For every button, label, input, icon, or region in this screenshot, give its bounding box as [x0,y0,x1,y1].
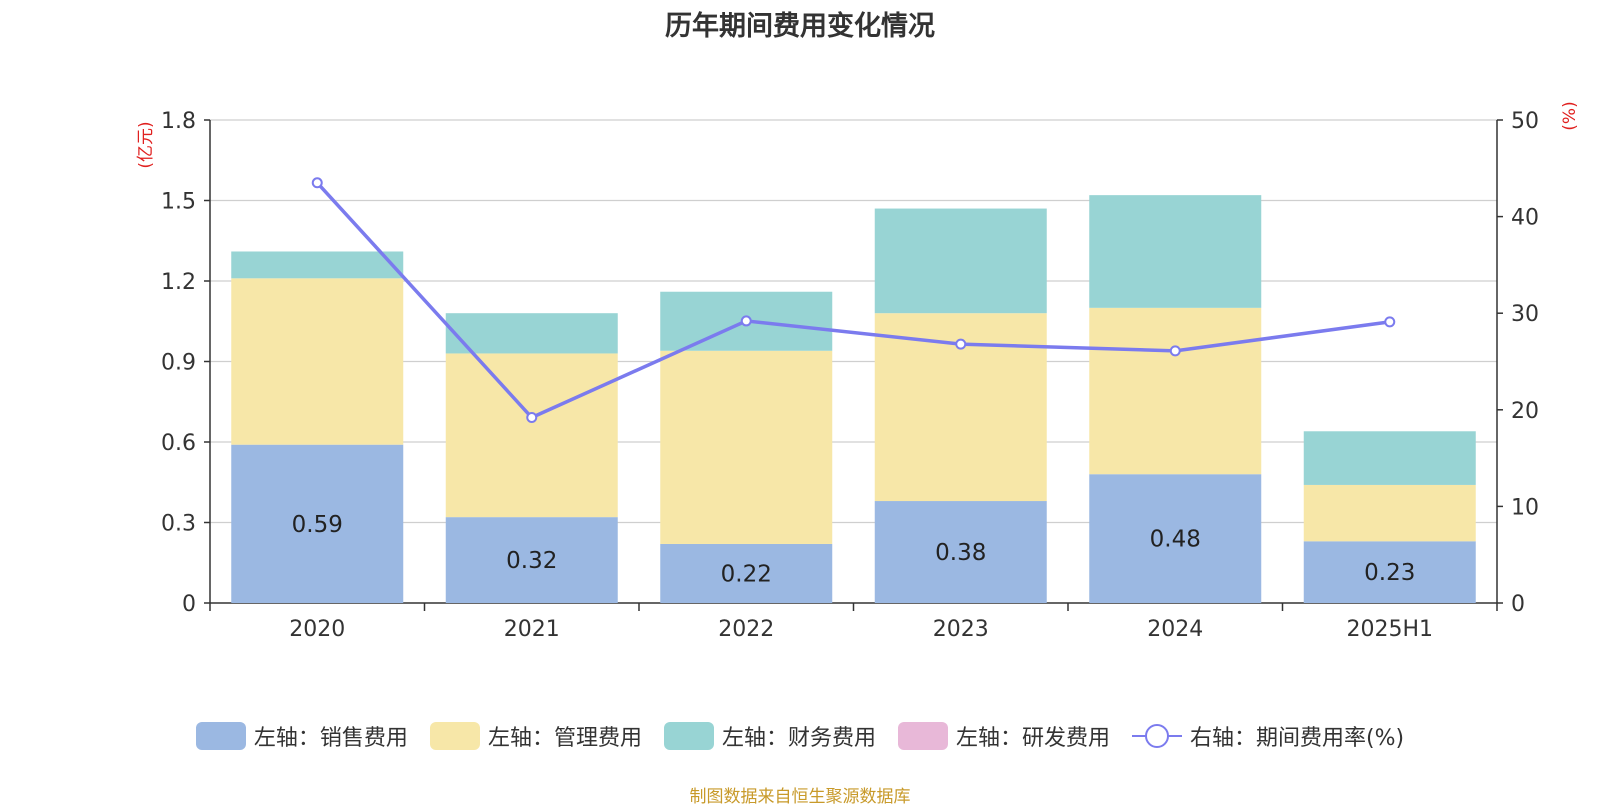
left-axis-tick-label: 0.6 [161,431,196,456]
rate-point [1384,316,1396,328]
x-axis-tick-label: 2021 [504,617,560,642]
left-axis-tick-label: 0.9 [161,351,196,376]
data-label: 0.48 [1150,527,1201,553]
legend-swatch [663,722,714,750]
left-axis-tick-label: 1.5 [161,190,196,215]
legend-line-marker [1131,722,1182,750]
legend-item[interactable]: 右轴：期间费用率(%) [1131,720,1405,752]
left-axis-tick-label: 1.2 [161,270,196,295]
data-label: 0.38 [935,540,986,566]
legend-swatch [897,722,948,750]
chart-area: 0 0.3 0.6 0.9 1.2 1.5 1.8 0 10 20 30 40 50 (亿元) (%) 202… [136,101,1580,642]
rate-point [955,338,967,350]
x-axis-tick-label: 2022 [718,617,774,642]
data-label: 0.23 [1364,560,1415,586]
legend: 左轴：销售费用 左轴：管理费用 左轴：财务费用 左轴：研发费用 右轴：期间费用率(%) [0,720,1600,752]
x-axis-tick-label: 2023 [933,617,989,642]
left-axis-tick-label: 0 [182,592,196,617]
chart-title: 历年期间费用变化情况 [665,11,935,42]
bar-2025H1-series-1 [1303,484,1476,542]
bar-2020-series-2 [231,251,404,279]
bar-2020-series-1 [231,278,404,445]
right-axis-tick-label: 20 [1511,399,1539,424]
left-axis-tick-label: 0.3 [161,512,196,537]
legend-label: 左轴：销售费用 [253,726,408,751]
bar-2024-series-1 [1089,307,1262,475]
data-label: 0.32 [506,548,557,574]
left-axis-tick-label: 1.8 [161,109,196,134]
rate-line [315,181,1390,420]
bar-2024-series-0 [1089,474,1262,603]
bar-2025H1-series-0 [1303,541,1476,603]
legend-label: 左轴：财务费用 [721,726,876,751]
right-axis-tick-label: 10 [1511,495,1539,520]
bar-2021-series-0 [445,517,618,603]
legend-item[interactable]: 左轴：管理费用 [429,720,642,752]
legend-item[interactable]: 左轴：财务费用 [663,720,876,752]
legend-item[interactable]: 左轴：研发费用 [897,720,1110,752]
right-axis-tick-label: 40 [1511,206,1539,231]
bar-2022-series-1 [660,350,833,544]
legend-label: 右轴：期间费用率(%) [1189,726,1405,751]
data-label: 0.59 [292,512,343,538]
legend-swatch [195,722,246,750]
source-note: 制图数据来自恒生聚源数据库 [689,787,911,807]
legend-label: 左轴：管理费用 [487,726,642,751]
right-axis-unit: (%) [1560,101,1580,130]
bar-2025H1-series-2 [1303,431,1476,485]
bar-2021-series-2 [445,313,618,354]
x-axis-tick-label: 2025H1 [1346,617,1433,642]
x-axis-tick-label: 2024 [1147,617,1203,642]
bar-2023-series-2 [874,208,1047,314]
bar-2022-series-0 [660,543,833,603]
rate-point [311,177,323,189]
right-axis-tick-label: 0 [1511,592,1525,617]
legend-label: 左轴：研发费用 [955,726,1110,751]
left-axis-unit: (亿元) [136,121,156,168]
bar-2021-series-1 [445,353,618,518]
rate-point [526,412,538,424]
bar-2023-series-0 [874,501,1047,603]
bar-2020-series-0 [231,444,404,603]
legend-swatch [429,722,480,750]
legend-item[interactable]: 左轴：销售费用 [195,720,408,752]
rate-point [740,315,752,327]
right-axis-tick-label: 50 [1511,109,1539,134]
rate-point [1169,345,1181,357]
data-label: 0.22 [721,561,772,587]
x-axis-tick-label: 2020 [289,617,345,642]
right-axis-tick-label: 30 [1511,302,1539,327]
bar-2024-series-2 [1089,195,1262,308]
